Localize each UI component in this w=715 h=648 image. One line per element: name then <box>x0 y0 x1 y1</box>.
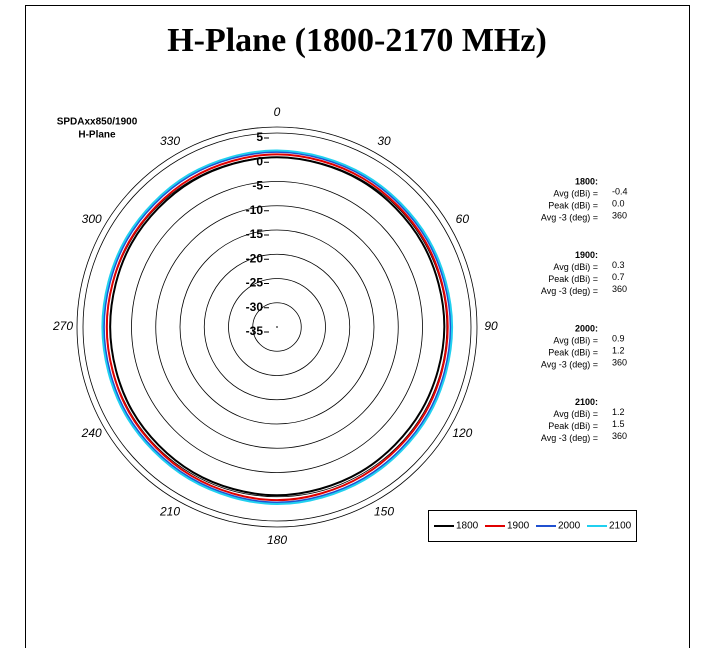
r-tick-label: 5 <box>256 130 263 144</box>
r-tick-label: 0 <box>256 154 263 168</box>
stats-value: 0.3 <box>612 260 625 270</box>
theta-label: 180 <box>267 533 287 547</box>
stats-label: Avg (dBi) = <box>553 188 598 198</box>
stats-label: Peak (dBi) = <box>548 200 598 210</box>
stats-value: 360 <box>612 431 627 441</box>
legend-label: 1900 <box>507 521 530 532</box>
grid-ring <box>203 253 351 401</box>
stats-label: Avg -3 (deg) = <box>541 212 598 222</box>
subtitle: H-Plane <box>78 130 116 141</box>
theta-label: 330 <box>160 134 180 148</box>
grid-ring <box>155 205 399 449</box>
stats-label: Peak (dBi) = <box>548 274 598 284</box>
stats-label: Peak (dBi) = <box>548 421 598 431</box>
stats-label: Avg (dBi) = <box>553 335 598 345</box>
grid-ring <box>82 132 472 522</box>
outer-ring <box>76 126 478 528</box>
legend-label: 1800 <box>456 521 479 532</box>
stats-value: 360 <box>612 357 627 367</box>
stats-title: 1900: <box>575 250 598 260</box>
stats-value: 360 <box>612 284 627 294</box>
series-line <box>101 149 454 506</box>
stats-label: Avg -3 (deg) = <box>541 286 598 296</box>
stats-title: 2000: <box>575 323 598 333</box>
stats-value: 1.2 <box>612 407 625 417</box>
r-tick-label: -10 <box>246 203 264 217</box>
r-tick-label: -25 <box>246 276 264 290</box>
theta-label: 0 <box>274 105 281 119</box>
subtitle: SPDAxx850/1900 <box>57 117 138 128</box>
stats-value: 1.2 <box>612 345 625 355</box>
stats-value: 0.0 <box>612 198 625 208</box>
theta-label: 300 <box>82 212 102 226</box>
series-line <box>109 156 446 497</box>
stats-label: Avg -3 (deg) = <box>541 433 598 443</box>
r-tick-label: -5 <box>252 179 263 193</box>
stats-value: 360 <box>612 210 627 220</box>
grid-ring <box>252 302 302 352</box>
theta-label: 270 <box>52 319 73 333</box>
stats-label: Avg -3 (deg) = <box>541 359 598 369</box>
stats-title: 1800: <box>575 176 598 186</box>
theta-label: 90 <box>484 319 498 333</box>
series-line <box>102 150 452 504</box>
r-tick-label: -15 <box>246 227 264 241</box>
grid-ring <box>131 181 423 473</box>
series-line <box>105 153 449 502</box>
chart-title: H-Plane (1800-2170 MHz) <box>167 22 547 59</box>
grid-ring <box>228 278 326 376</box>
stats-value: 1.5 <box>612 419 625 429</box>
theta-label: 30 <box>377 134 391 148</box>
r-tick-label: -20 <box>246 251 264 265</box>
stats-label: Peak (dBi) = <box>548 347 598 357</box>
theta-label: 240 <box>81 426 102 440</box>
stats-label: Avg (dBi) = <box>553 262 598 272</box>
theta-label: 210 <box>159 505 180 519</box>
legend-label: 2000 <box>558 521 581 532</box>
stats-value: 0.9 <box>612 333 625 343</box>
theta-label: 60 <box>456 212 470 226</box>
theta-label: 120 <box>452 426 472 440</box>
stats-value: -0.4 <box>612 186 628 196</box>
grid-ring <box>179 229 375 425</box>
r-tick-label: -35 <box>246 324 264 338</box>
legend-label: 2100 <box>609 521 632 532</box>
stats-value: 0.7 <box>612 272 625 282</box>
r-tick-label: -30 <box>246 300 264 314</box>
theta-label: 150 <box>374 505 394 519</box>
stats-title: 2100: <box>575 397 598 407</box>
stats-label: Avg (dBi) = <box>553 409 598 419</box>
